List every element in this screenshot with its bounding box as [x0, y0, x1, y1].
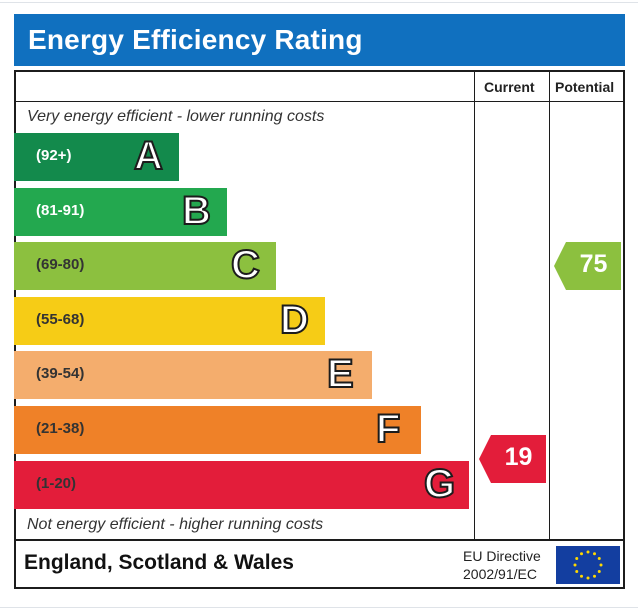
band-letter-label: E [326, 351, 355, 397]
band-range-label: (21-38) [36, 420, 85, 437]
eu-flag-icon [556, 546, 620, 584]
potential-column-divider [549, 70, 550, 541]
eu-star-icon [580, 552, 583, 556]
potential-column-header: Potential [555, 79, 615, 95]
band-range-label: (69-80) [36, 256, 85, 274]
eu-star-icon [593, 552, 596, 556]
eu-star-icon [575, 570, 579, 573]
band-letter-label: D [279, 297, 310, 343]
eu-star-icon [575, 557, 579, 560]
top-caption: Very energy efficient - lower running co… [27, 108, 325, 125]
pointer-arrow [554, 242, 566, 291]
chart-title: Energy Efficiency Rating [28, 24, 363, 55]
current-rating-pointer: 19 [479, 434, 546, 483]
band-range-label: (55-68) [36, 310, 85, 328]
directive-line-1: EU Directive [463, 548, 541, 564]
eu-star-icon [573, 563, 577, 567]
band-d: (55-68) D [14, 296, 325, 345]
bottom-divider [0, 607, 638, 608]
band-a: (92+) A [14, 133, 179, 181]
current-column-header: Current [484, 79, 535, 95]
band-range-label: (39-54) [36, 365, 85, 383]
pointer-body: 19 [491, 434, 546, 483]
footer-box [14, 539, 625, 589]
band-range-label: (1-20) [36, 474, 77, 492]
pointer-value: 75 [579, 250, 608, 279]
pointer-body: 75 [566, 242, 621, 291]
band-letter-label: C [230, 242, 261, 288]
band-letter-label: A [133, 133, 164, 179]
eu-star-icon [586, 550, 590, 554]
directive-line-2: 2002/91/EC [463, 566, 537, 582]
bottom-caption: Not energy efficient - higher running co… [27, 516, 324, 533]
band-letter-label: G [423, 461, 456, 507]
band-f: (21-38) F [14, 406, 421, 454]
band-letter-label: F [375, 406, 401, 452]
header-divider [14, 101, 625, 102]
band-c: (69-80) C [14, 242, 276, 291]
potential-rating-pointer: 75 [554, 242, 621, 291]
band-range-label: (92+) [36, 147, 72, 164]
pointer-value: 19 [504, 442, 533, 471]
eu-star-icon [597, 557, 601, 560]
band-e: (39-54) E [14, 351, 372, 400]
top-divider [0, 2, 638, 3]
eu-star-icon [580, 574, 583, 578]
pointer-arrow [479, 434, 491, 483]
eu-star-icon [586, 576, 590, 580]
eu-star-icon [599, 563, 603, 567]
eu-star-icon [593, 574, 596, 578]
band-g: (1-20) G [14, 460, 469, 509]
title-bar: Energy Efficiency Rating [14, 14, 625, 66]
current-column-divider [474, 70, 475, 541]
eu-star-icon [597, 570, 601, 573]
region-label: England, Scotland & Wales [24, 551, 294, 574]
band-b: (81-91) B [14, 187, 227, 236]
band-range-label: (81-91) [36, 201, 85, 219]
band-letter-label: B [181, 188, 212, 234]
